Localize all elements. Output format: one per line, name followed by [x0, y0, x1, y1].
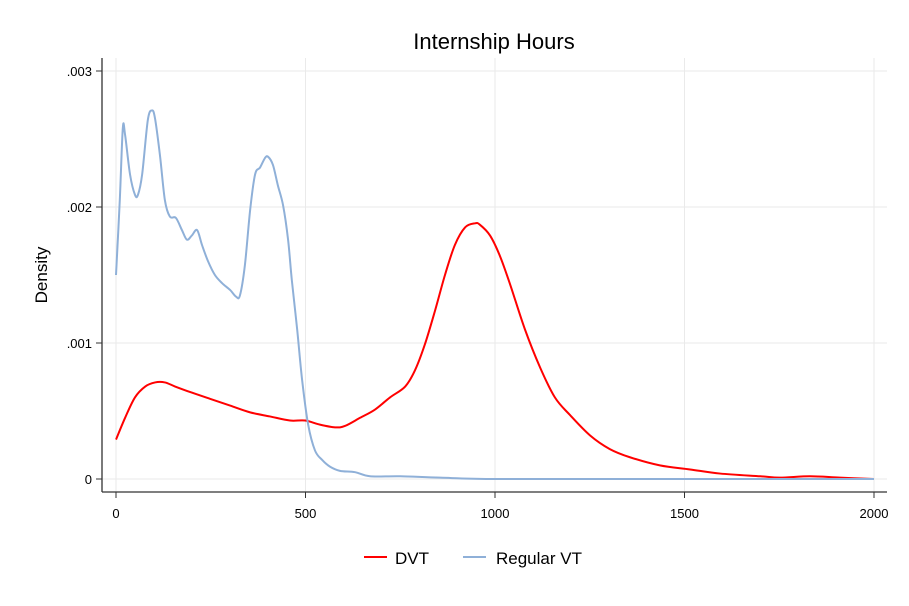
series-line-regular-vt	[115, 109, 874, 481]
y-tick-label: 0	[85, 472, 92, 487]
y-axis-label: Density	[32, 246, 51, 303]
y-tick-label: .003	[67, 64, 92, 79]
legend-label: Regular VT	[496, 549, 582, 568]
series-lines	[115, 109, 875, 481]
series-line-dvt	[115, 222, 875, 480]
legend: DVT Regular VT	[364, 549, 582, 568]
x-tick-label: 2000	[860, 506, 889, 521]
grid	[102, 58, 887, 492]
y-tick-label: .002	[67, 200, 92, 215]
axes: 0 500 1000 1500 2000 0 .001 .002 .003	[67, 58, 889, 521]
x-tick-label: 0	[112, 506, 119, 521]
x-tick-label: 1500	[670, 506, 699, 521]
x-tick-label: 1000	[481, 506, 510, 521]
x-tick-label: 500	[295, 506, 317, 521]
chart-title: Internship Hours	[413, 29, 574, 54]
y-tick-label: .001	[67, 336, 92, 351]
legend-label: DVT	[395, 549, 429, 568]
